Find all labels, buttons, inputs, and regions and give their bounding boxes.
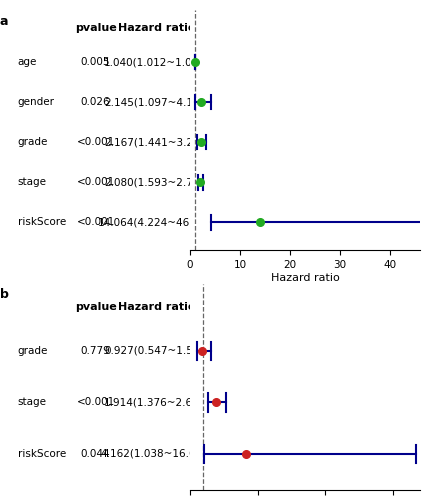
Text: 1.040(1.012~1.068): 1.040(1.012~1.068) (104, 57, 210, 67)
Text: 2.145(1.097~4.195): 2.145(1.097~4.195) (104, 97, 210, 107)
Text: Hazard ratio: Hazard ratio (118, 302, 196, 312)
Text: age: age (18, 57, 37, 67)
Text: Hazard ratio: Hazard ratio (118, 23, 196, 33)
Text: a: a (0, 15, 8, 28)
Text: 0.005: 0.005 (81, 57, 110, 67)
Text: grade: grade (18, 346, 48, 356)
Text: 0.026: 0.026 (81, 97, 110, 107)
X-axis label: Hazard ratio: Hazard ratio (271, 273, 339, 283)
Text: riskScore: riskScore (18, 449, 66, 459)
Text: 2.080(1.593~2.714): 2.080(1.593~2.714) (104, 178, 210, 188)
Text: 1.914(1.376~2.663): 1.914(1.376~2.663) (104, 398, 210, 407)
Text: 14.064(4.224~46.828): 14.064(4.224~46.828) (97, 218, 217, 228)
Text: stage: stage (18, 178, 47, 188)
Text: 4.162(1.038~16.694): 4.162(1.038~16.694) (101, 449, 214, 459)
Text: 0.044: 0.044 (81, 449, 110, 459)
Text: <0.001: <0.001 (76, 398, 115, 407)
Text: gender: gender (18, 97, 54, 107)
Text: <0.001: <0.001 (76, 137, 115, 147)
Text: pvalue: pvalue (75, 302, 116, 312)
Text: 0.927(0.547~1.573): 0.927(0.547~1.573) (104, 346, 210, 356)
Text: <0.001: <0.001 (76, 178, 115, 188)
Text: pvalue: pvalue (75, 23, 116, 33)
Text: b: b (0, 288, 9, 301)
Text: 0.779: 0.779 (81, 346, 110, 356)
Text: stage: stage (18, 398, 47, 407)
Text: 2.167(1.441~3.259): 2.167(1.441~3.259) (104, 137, 210, 147)
Text: riskScore: riskScore (18, 218, 66, 228)
Text: grade: grade (18, 137, 48, 147)
Text: <0.001: <0.001 (76, 218, 115, 228)
